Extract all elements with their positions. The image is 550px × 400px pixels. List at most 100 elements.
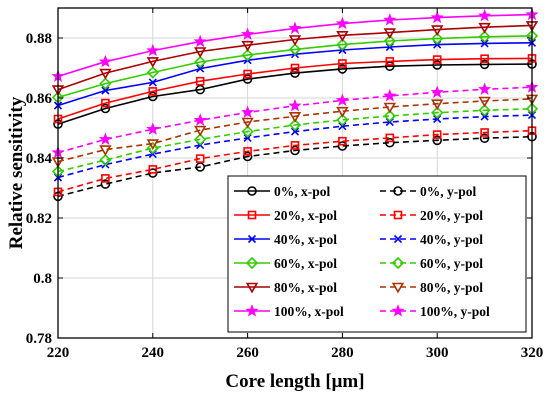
data-point: [383, 89, 397, 102]
y-tick-label: 0.86: [26, 91, 53, 107]
data-point: [338, 136, 347, 146]
legend-item: 100%, x-pol: [234, 304, 344, 319]
data-point: [99, 153, 112, 167]
data-point: [101, 86, 110, 95]
data-point: [243, 133, 252, 142]
series-line: [57, 129, 533, 193]
data-point: [241, 125, 254, 138]
legend-marker: [393, 186, 403, 196]
legend-item: 40%, x-pol: [234, 232, 337, 247]
data-point: [195, 76, 205, 86]
data-point: [431, 106, 444, 119]
series-line: [57, 35, 533, 99]
data-point: [430, 85, 444, 98]
x-axis-label: Core length [μm]: [225, 371, 364, 392]
series-1: [53, 54, 537, 124]
legend-label: 60%, x-pol: [274, 256, 337, 271]
data-point: [338, 122, 347, 131]
series-line: [57, 98, 533, 163]
legend-item: 80%, x-pol: [234, 280, 337, 295]
x-tick-label: 320: [521, 345, 544, 361]
data-point: [432, 135, 443, 146]
ticks: 220 240 260 280 300 320 0.78 0.8 0.82 0.84 0.86 0.8…: [26, 8, 544, 361]
series-7: [53, 126, 537, 197]
y-tick-label: 0.88: [26, 31, 52, 47]
series-line: [57, 57, 533, 120]
legend-label: 20%, x-pol: [274, 208, 337, 223]
data-point: [242, 151, 253, 162]
data-point: [288, 112, 302, 123]
data-point: [480, 112, 489, 121]
data-point: [290, 145, 300, 156]
x-tick-label: 220: [47, 345, 70, 361]
legend-item: 20%, y-pol: [380, 208, 483, 223]
data-point: [431, 99, 444, 111]
data-point: [148, 91, 158, 102]
data-point: [431, 25, 444, 36]
data-point: [194, 47, 207, 58]
data-point: [290, 127, 300, 136]
series-3: [51, 29, 539, 104]
y-tick-label: 0.78: [26, 331, 52, 347]
x-tick-label: 300: [426, 345, 449, 361]
data-point: [100, 103, 111, 114]
data-point: [241, 105, 255, 118]
data-point: [433, 114, 442, 124]
data-point: [336, 113, 349, 127]
legend-marker: [247, 186, 257, 196]
data-point: [338, 59, 347, 68]
legend-label: 0%, x-pol: [274, 184, 331, 199]
data-point: [383, 109, 396, 123]
data-point: [242, 74, 253, 84]
series-line: [57, 108, 533, 173]
data-point: [480, 128, 489, 137]
data-point: [243, 69, 252, 79]
y-tick-label: 0.84: [26, 151, 53, 167]
data-point: [336, 106, 349, 118]
data-point: [480, 54, 489, 64]
data-point: [335, 16, 349, 30]
data-point: [288, 21, 302, 34]
series-layer: [51, 7, 539, 202]
data-point: [241, 27, 255, 40]
legend-item: 100%, y-pol: [380, 304, 490, 319]
legend-label: 20%, y-pol: [420, 208, 483, 223]
legend-marker: [247, 210, 257, 220]
data-point: [385, 57, 395, 66]
data-point: [99, 145, 112, 156]
data-point: [479, 133, 490, 143]
data-point: [288, 35, 302, 46]
data-point: [288, 118, 302, 132]
data-point: [243, 147, 252, 156]
data-point: [193, 34, 207, 48]
data-point: [478, 96, 491, 108]
x-tick-label: 260: [236, 345, 259, 361]
x-tick-label: 240: [142, 345, 165, 361]
data-point: [290, 68, 300, 78]
plot-frame: [57, 7, 533, 339]
data-point: [99, 77, 112, 90]
data-point: [194, 133, 207, 146]
legend-label: 80%, x-pol: [274, 280, 337, 295]
data-point: [432, 55, 442, 64]
legend-label: 100%, x-pol: [274, 304, 344, 319]
legend-label: 100%, y-pol: [420, 304, 490, 319]
x-tick-label: 280: [331, 345, 354, 361]
legend-marker: [245, 282, 259, 294]
y-tick-label: 0.82: [26, 211, 52, 227]
legend-item: 60%, y-pol: [380, 256, 483, 271]
data-point: [195, 154, 205, 163]
data-point: [430, 10, 444, 24]
data-point: [432, 60, 443, 70]
data-point: [336, 30, 349, 42]
legend-marker: [245, 304, 259, 317]
legend-label: 0%, y-pol: [420, 184, 477, 199]
series-6: [53, 131, 537, 202]
data-point: [336, 38, 349, 51]
legend-marker: [245, 256, 259, 270]
data-point: [383, 13, 397, 26]
legend-marker: [393, 234, 403, 244]
data-point: [335, 93, 349, 106]
data-point: [478, 30, 491, 43]
